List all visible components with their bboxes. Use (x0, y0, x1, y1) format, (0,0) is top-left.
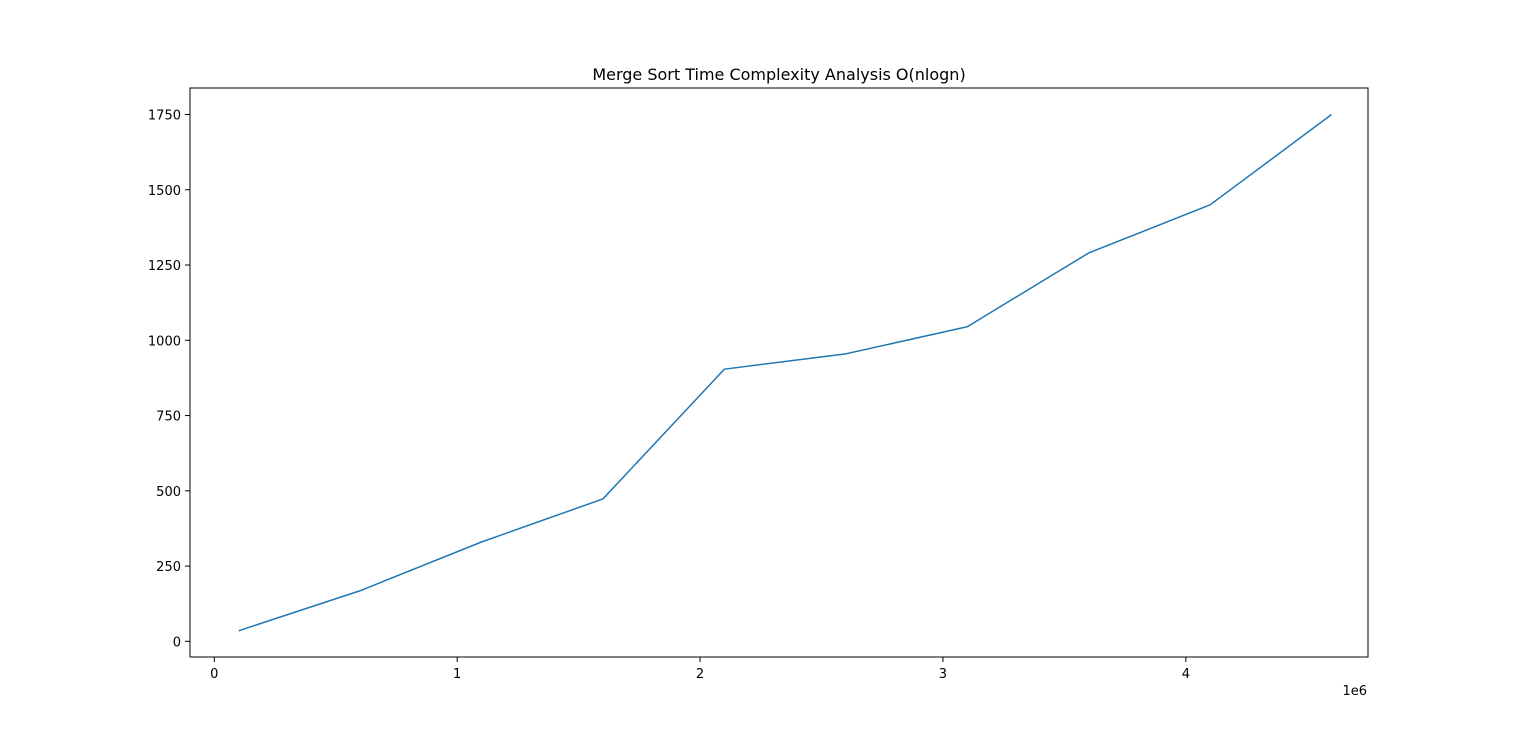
x-tick-label: 0 (210, 667, 218, 682)
plot-frame (189, 87, 1369, 658)
y-tick-label: 1750 (148, 108, 181, 123)
x-axis: 0 1 2 3 4 (210, 657, 1190, 682)
plot-area (189, 87, 1369, 658)
x-tick-label: 1 (453, 667, 461, 682)
y-tick-label: 1500 (148, 184, 181, 199)
y-tick-label: 500 (156, 485, 181, 500)
x-tick-label: 4 (1182, 667, 1190, 682)
y-tick-label: 1000 (148, 334, 181, 349)
series-line-0 (238, 113, 1333, 632)
y-tick-label: 750 (156, 410, 181, 425)
y-axis: 0 250 500 750 1000 1250 1500 1750 (148, 108, 190, 650)
x-axis-offset-label: 1e6 (1342, 684, 1367, 699)
chart-title: Merge Sort Time Complexity Analysis O(nl… (592, 65, 965, 84)
y-tick-label: 1250 (148, 259, 181, 274)
x-tick-label: 3 (939, 667, 947, 682)
x-tick-label: 2 (696, 667, 704, 682)
y-tick-label: 250 (156, 560, 181, 575)
y-tick-label: 0 (173, 635, 181, 650)
